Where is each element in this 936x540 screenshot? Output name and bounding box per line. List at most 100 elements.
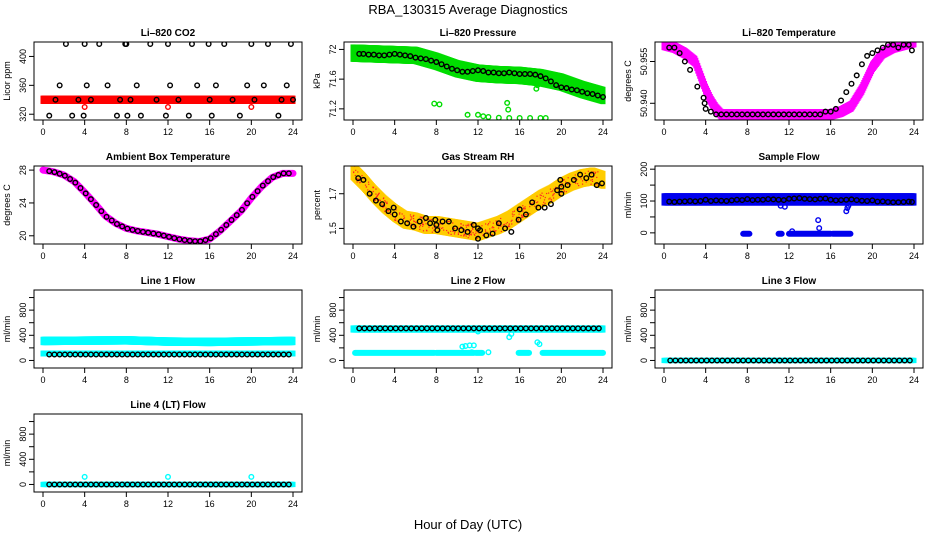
series-average-point	[244, 200, 251, 207]
x-tick-label: 4	[392, 251, 397, 261]
series-raw-speck	[567, 177, 569, 179]
series-average-point	[506, 69, 513, 76]
y-axis-label: ml/min	[2, 316, 12, 343]
series-raw-speck	[376, 196, 378, 198]
series-raw-speck	[372, 186, 374, 188]
x-tick-label: 24	[288, 375, 298, 385]
x-tick-label: 8	[745, 251, 750, 261]
series-raw-speck	[534, 200, 536, 202]
series-average-point	[412, 54, 419, 61]
y-tick-label: 800	[639, 303, 649, 318]
series-average-point	[72, 179, 79, 186]
series-raw-speck	[518, 207, 521, 209]
series-raw-speck	[447, 231, 449, 233]
x-tick-label: 12	[784, 251, 794, 261]
series-average-point	[205, 42, 212, 47]
series-average-point	[104, 82, 111, 89]
series-raw-speck	[573, 178, 575, 180]
series-raw-speck	[464, 234, 466, 236]
series-average-point	[113, 220, 120, 227]
series-average-point	[516, 206, 523, 213]
series-raw-speck	[555, 186, 557, 188]
y-tick-label: 50.955	[639, 48, 649, 76]
figure-title: RBA_130315 Average Diagnostics	[368, 2, 568, 17]
series-average-point	[869, 197, 876, 204]
series-raw-speck	[516, 216, 518, 218]
series-raw-speck	[537, 201, 539, 203]
series-raw-speck	[510, 220, 512, 222]
series-raw-speck	[465, 235, 467, 237]
x-tick-label: 0	[350, 375, 355, 385]
series-raw-speck	[467, 224, 469, 227]
panel-line-2-flow: Line 2 Flow 0 4 8 12 16 20 24 0 400 800 ml/min	[312, 276, 613, 385]
series-raw-speck	[596, 183, 598, 185]
series-average-point	[464, 228, 471, 235]
x-tick-label: 12	[473, 375, 483, 385]
series-raw-speck	[536, 201, 538, 204]
panel-title: Ambient Box Temperature	[106, 152, 231, 163]
series-raw-speck	[429, 219, 431, 221]
series-raw-speck	[410, 223, 412, 225]
x-tick-label: 0	[40, 127, 45, 137]
series-raw-low-point	[505, 106, 512, 113]
series-average-point	[285, 351, 292, 358]
series-raw-speck	[468, 229, 470, 232]
series-raw-speck	[593, 171, 595, 173]
series-average-point	[386, 51, 393, 58]
series-raw-speck	[525, 214, 527, 216]
series-raw-speck	[401, 213, 403, 215]
series-raw-speck	[522, 216, 524, 218]
series-average-point	[554, 187, 561, 194]
series-average-point	[676, 50, 683, 57]
series-raw-speck	[439, 223, 441, 225]
series-raw-speck	[553, 188, 555, 190]
series-raw-speck	[560, 191, 562, 193]
series-average-point	[165, 42, 171, 47]
series-raw-speck	[469, 233, 471, 236]
series-raw-speck	[355, 169, 357, 171]
series-raw-speck	[522, 205, 524, 207]
series-raw-speck	[561, 183, 564, 185]
series-raw-speck	[587, 170, 589, 172]
series-raw-speck	[413, 225, 415, 227]
series-raw-speck	[403, 217, 405, 220]
series-average-point	[229, 96, 236, 103]
series-raw-low-point	[480, 113, 487, 120]
series-raw-outliers-point	[164, 103, 171, 110]
series-average-point	[366, 190, 373, 197]
y-axis-label: percent	[312, 189, 322, 220]
series-average-point	[475, 235, 482, 242]
series-raw-speck	[502, 224, 505, 226]
x-tick-label: 8	[434, 127, 439, 137]
series-average-point	[98, 208, 105, 215]
series-average-point	[541, 204, 548, 211]
series-average-point	[895, 44, 902, 51]
series-average-point	[117, 96, 124, 103]
series-average-point	[547, 201, 554, 208]
series-average-point	[147, 42, 154, 47]
series-average-point	[908, 47, 915, 54]
x-tick-label: 4	[392, 127, 397, 137]
x-tick-label: 12	[473, 251, 483, 261]
series-average-point	[502, 225, 509, 232]
series-raw-speck	[439, 218, 441, 221]
series-raw-speck	[511, 223, 513, 225]
series-raw-speck	[489, 230, 491, 232]
series-raw-speck	[552, 193, 554, 195]
series-average-point	[583, 175, 590, 182]
y-tick-label: 1.7	[328, 187, 338, 200]
plot-area	[350, 325, 606, 356]
series-average-point	[391, 50, 398, 57]
series-average-point	[832, 105, 839, 112]
series-raw-speck	[356, 178, 358, 180]
series-raw-speck	[385, 202, 388, 204]
series-raw-outliers-point	[485, 349, 492, 356]
series-raw-speck	[591, 180, 594, 183]
series-raw-speck	[452, 222, 454, 224]
x-tick-label: 20	[246, 251, 256, 261]
plot-area	[350, 166, 606, 242]
series-raw-speck	[463, 235, 465, 237]
series-raw-speck	[446, 229, 448, 232]
series-average-point	[600, 93, 607, 100]
